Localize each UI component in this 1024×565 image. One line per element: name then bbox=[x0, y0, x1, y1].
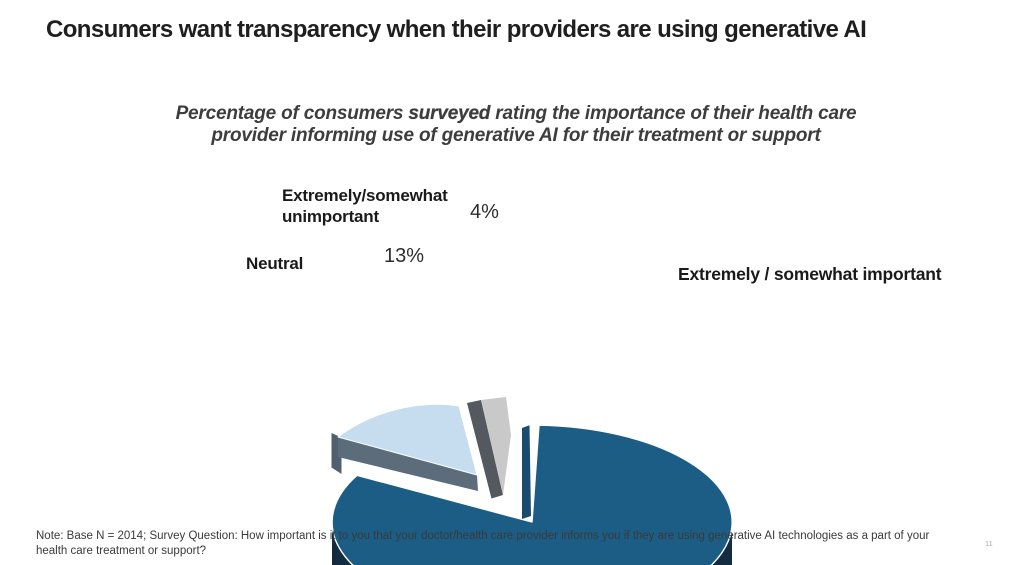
value-label-neutral: 13% bbox=[384, 245, 425, 267]
label-unimportant: Extremely/somewhat unimportant bbox=[282, 185, 448, 227]
pie-slice-important-top bbox=[331, 424, 733, 565]
label-unimportant-line1: Extremely/somewhat bbox=[282, 186, 448, 205]
label-important: Extremely / somewhat important bbox=[678, 264, 942, 284]
subtitle-line2: provider informing use of generative AI … bbox=[211, 125, 821, 146]
subtitle-emphasis: surveyed bbox=[408, 103, 491, 124]
subtitle-line1-after: rating the importance of their health ca… bbox=[490, 103, 857, 124]
pie-slice-neutral-top bbox=[337, 403, 478, 476]
chart-subtitle: Percentage of consumers surveyed rating … bbox=[92, 103, 940, 147]
value-label-unimportant: 4% bbox=[470, 201, 499, 223]
pie-chart-canvas bbox=[331, 397, 733, 565]
page-number: 11 bbox=[985, 539, 993, 548]
pie-slice-neutral-cut-face bbox=[338, 436, 478, 491]
pie-chart: Extremely/somewhat unimportant Neutral E… bbox=[0, 170, 1024, 565]
footnote-line2: health care treatment or support? bbox=[36, 545, 207, 557]
value-label-important: 83% bbox=[601, 395, 646, 420]
footnote-line1: Note: Base N = 2014; Survey Question: Ho… bbox=[36, 530, 930, 542]
label-neutral: Neutral bbox=[246, 254, 304, 273]
pie-slice-important-cut-face bbox=[522, 425, 531, 519]
slide-title: Consumers want transparency when their p… bbox=[46, 16, 867, 43]
label-unimportant-line2: unimportant bbox=[282, 207, 379, 226]
footnote: Note: Base N = 2014; Survey Question: Ho… bbox=[36, 529, 982, 559]
pie-slice-unimportant-top bbox=[481, 397, 511, 495]
subtitle-line1-before: Percentage of consumers bbox=[175, 103, 409, 124]
pie-slice-unimportant-cut-face bbox=[467, 400, 503, 499]
